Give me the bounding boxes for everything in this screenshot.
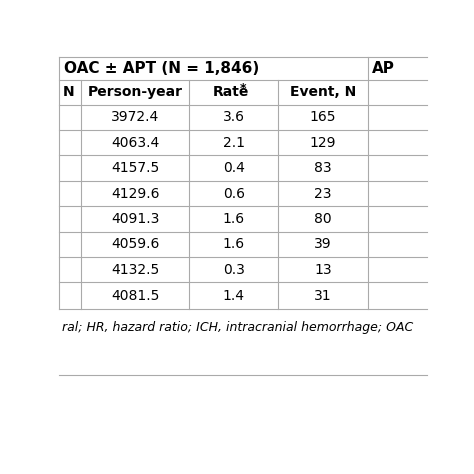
Text: 23: 23: [314, 187, 331, 201]
Text: 2.1: 2.1: [223, 136, 245, 150]
Text: 4063.4: 4063.4: [111, 136, 159, 150]
Text: Person-year: Person-year: [88, 85, 182, 99]
Text: 4091.3: 4091.3: [111, 212, 159, 226]
Text: 129: 129: [310, 136, 336, 150]
Text: 4132.5: 4132.5: [111, 263, 159, 277]
Text: 0.3: 0.3: [223, 263, 245, 277]
Text: *: *: [240, 82, 246, 95]
Text: 0.4: 0.4: [223, 161, 245, 175]
Text: 31: 31: [314, 289, 331, 303]
Text: 0.6: 0.6: [223, 187, 245, 201]
Text: 39: 39: [314, 237, 331, 251]
Text: 3.6: 3.6: [223, 110, 245, 124]
Text: ral; HR, hazard ratio; ICH, intracranial hemorrhage; OAC: ral; HR, hazard ratio; ICH, intracranial…: [63, 321, 414, 334]
Text: 3972.4: 3972.4: [111, 110, 159, 124]
Text: 165: 165: [310, 110, 336, 124]
Text: 4059.6: 4059.6: [111, 237, 159, 251]
Text: OAC ± APT (N = 1,846): OAC ± APT (N = 1,846): [64, 61, 259, 76]
Text: 83: 83: [314, 161, 331, 175]
Text: 1.6: 1.6: [223, 212, 245, 226]
Text: 4157.5: 4157.5: [111, 161, 159, 175]
Text: 80: 80: [314, 212, 331, 226]
Text: 13: 13: [314, 263, 331, 277]
Text: 4081.5: 4081.5: [111, 289, 159, 303]
Text: N: N: [63, 85, 74, 99]
Text: AP: AP: [373, 61, 395, 76]
Text: 1.4: 1.4: [223, 289, 245, 303]
Text: 1.6: 1.6: [223, 237, 245, 251]
Text: Rate: Rate: [212, 85, 249, 99]
Text: Event, N: Event, N: [290, 85, 356, 99]
Text: 4129.6: 4129.6: [111, 187, 159, 201]
